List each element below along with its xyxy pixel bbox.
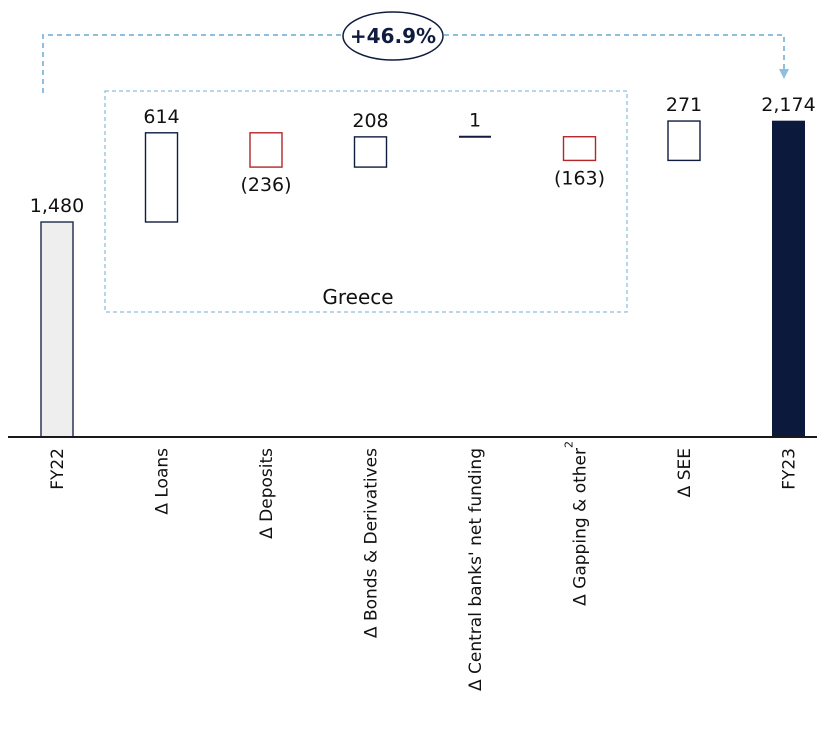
- value-label-5: (163): [554, 167, 605, 189]
- category-label-7: FY23: [780, 448, 800, 490]
- value-label-7: 2,174: [761, 94, 815, 116]
- value-label-4: 1: [469, 110, 481, 132]
- value-label-6: 271: [666, 94, 702, 116]
- bar-0: [40, 221, 74, 438]
- category-label-3: Δ Bonds & Derivatives: [362, 448, 382, 638]
- growth-ellipse: [342, 11, 444, 61]
- bar-1: [144, 132, 179, 223]
- value-label-1: 614: [143, 106, 179, 128]
- category-label-4: Δ Central banks' net funding: [466, 448, 486, 691]
- category-label-2: Δ Deposits: [257, 448, 277, 539]
- growth-bracket: [42, 34, 789, 93]
- bar-5: [562, 136, 597, 162]
- value-label-3: 208: [352, 110, 388, 132]
- value-label-0: 1,480: [30, 195, 84, 217]
- greece-group-box: [104, 90, 628, 313]
- value-label-2: (236): [240, 174, 291, 196]
- growth-label: +46.9%: [350, 24, 436, 48]
- bar-2: [249, 132, 283, 168]
- category-label-0: FY22: [48, 448, 68, 490]
- category-label-5: Δ Gapping & other: [571, 448, 591, 606]
- category-label-6: Δ SEE: [675, 448, 695, 497]
- bar-3: [353, 136, 388, 168]
- bar-6: [667, 120, 701, 162]
- category-superscript-5: 2: [563, 441, 576, 448]
- bar-7: [772, 120, 805, 438]
- category-label-1: Δ Loans: [153, 448, 173, 515]
- greece-group-label: Greece: [322, 285, 393, 309]
